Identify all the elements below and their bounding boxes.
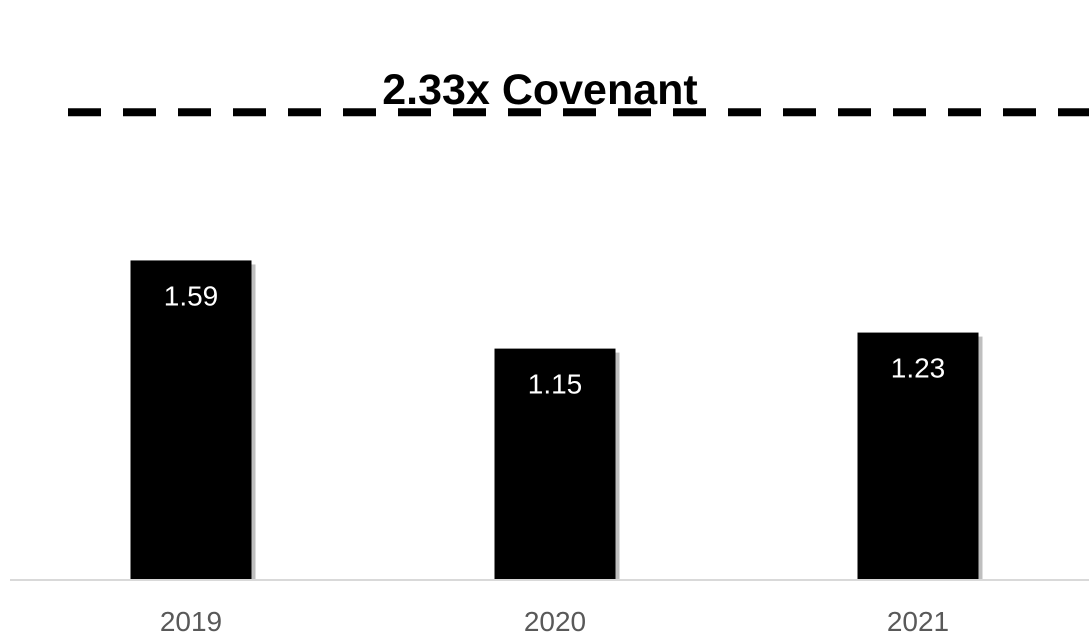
- x-tick-label-2021: 2021: [887, 606, 949, 635]
- covenant-annotation-label: 2.33x Covenant: [382, 66, 697, 114]
- data-label-2019: 1.59: [164, 280, 219, 311]
- data-label-2021: 1.23: [891, 353, 946, 384]
- data-label-2020: 1.15: [528, 369, 583, 400]
- bar-2020: [494, 348, 616, 579]
- bar-2019: [130, 260, 252, 579]
- x-axis-tick-labels: 2019 2020 2021: [160, 606, 949, 635]
- x-tick-label-2019: 2019: [160, 606, 222, 635]
- bar-series: 1.59 1.15 1.23: [130, 260, 983, 579]
- bar-2021: [857, 332, 979, 579]
- x-tick-label-2020: 2020: [524, 606, 586, 635]
